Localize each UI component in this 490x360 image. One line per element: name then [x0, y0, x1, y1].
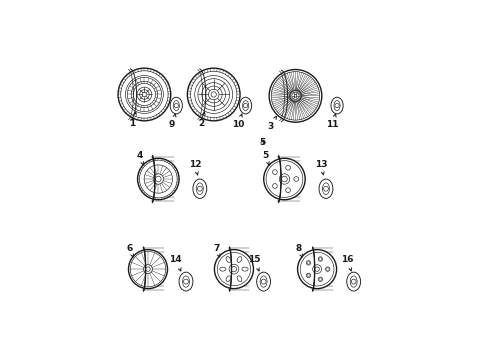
Circle shape	[300, 252, 334, 286]
Text: 8: 8	[295, 244, 302, 257]
Ellipse shape	[347, 272, 361, 291]
Text: 15: 15	[248, 256, 261, 271]
Circle shape	[319, 278, 322, 280]
Circle shape	[217, 252, 250, 286]
Ellipse shape	[331, 97, 343, 114]
Circle shape	[144, 265, 152, 274]
Text: 4: 4	[137, 151, 144, 165]
Ellipse shape	[170, 97, 182, 114]
Circle shape	[294, 177, 298, 181]
Circle shape	[142, 93, 147, 96]
Circle shape	[202, 83, 225, 106]
Circle shape	[269, 69, 322, 122]
Text: 5: 5	[259, 139, 266, 148]
Text: 6: 6	[127, 244, 133, 257]
Ellipse shape	[226, 276, 231, 282]
Ellipse shape	[237, 276, 242, 282]
Circle shape	[144, 165, 172, 193]
Circle shape	[153, 174, 164, 184]
Circle shape	[306, 261, 311, 265]
Circle shape	[128, 249, 168, 289]
Circle shape	[292, 92, 299, 100]
Ellipse shape	[240, 97, 252, 114]
Text: 14: 14	[170, 256, 182, 271]
Circle shape	[297, 249, 337, 289]
Circle shape	[266, 161, 303, 197]
Circle shape	[264, 158, 305, 200]
Circle shape	[290, 90, 301, 102]
Circle shape	[307, 274, 310, 277]
Text: 12: 12	[189, 160, 201, 175]
Circle shape	[127, 77, 162, 112]
Circle shape	[286, 166, 291, 170]
Circle shape	[315, 267, 319, 271]
Text: 9: 9	[169, 114, 176, 130]
Ellipse shape	[193, 179, 207, 198]
Text: 5: 5	[263, 151, 269, 165]
Circle shape	[231, 266, 237, 272]
Circle shape	[319, 258, 322, 260]
Circle shape	[229, 264, 239, 274]
Circle shape	[131, 81, 158, 108]
Circle shape	[118, 68, 171, 121]
Circle shape	[125, 76, 163, 113]
Circle shape	[138, 158, 179, 200]
Ellipse shape	[257, 272, 270, 291]
Circle shape	[155, 176, 161, 182]
Circle shape	[195, 76, 233, 113]
Circle shape	[286, 188, 291, 193]
Ellipse shape	[242, 267, 248, 271]
Circle shape	[307, 261, 310, 264]
Circle shape	[282, 176, 287, 182]
Circle shape	[271, 72, 319, 120]
Circle shape	[191, 71, 237, 118]
Circle shape	[215, 249, 253, 289]
Circle shape	[121, 71, 168, 118]
Circle shape	[318, 257, 322, 261]
Circle shape	[205, 86, 222, 103]
Circle shape	[211, 92, 217, 97]
Text: 1: 1	[129, 112, 136, 128]
Ellipse shape	[319, 179, 333, 198]
Circle shape	[325, 267, 330, 271]
Circle shape	[272, 170, 277, 175]
Circle shape	[140, 160, 177, 198]
Ellipse shape	[237, 257, 242, 262]
Circle shape	[130, 251, 166, 287]
Text: 7: 7	[213, 244, 220, 257]
Circle shape	[279, 174, 290, 184]
Text: 13: 13	[315, 160, 327, 175]
Circle shape	[140, 90, 149, 99]
Ellipse shape	[220, 267, 226, 271]
Ellipse shape	[226, 257, 231, 262]
Circle shape	[133, 84, 155, 105]
Circle shape	[272, 184, 277, 188]
Circle shape	[187, 68, 240, 121]
Ellipse shape	[179, 272, 193, 291]
Text: 3: 3	[268, 116, 276, 131]
Text: 16: 16	[342, 256, 354, 271]
Circle shape	[313, 265, 321, 274]
Circle shape	[294, 95, 297, 97]
Text: 2: 2	[198, 112, 205, 128]
Text: 11: 11	[326, 114, 338, 130]
Circle shape	[146, 267, 150, 271]
Circle shape	[208, 89, 219, 100]
Text: 10: 10	[232, 114, 244, 130]
Circle shape	[306, 273, 311, 278]
Circle shape	[318, 277, 322, 282]
Circle shape	[137, 87, 152, 102]
Circle shape	[326, 268, 329, 270]
Circle shape	[198, 79, 229, 110]
